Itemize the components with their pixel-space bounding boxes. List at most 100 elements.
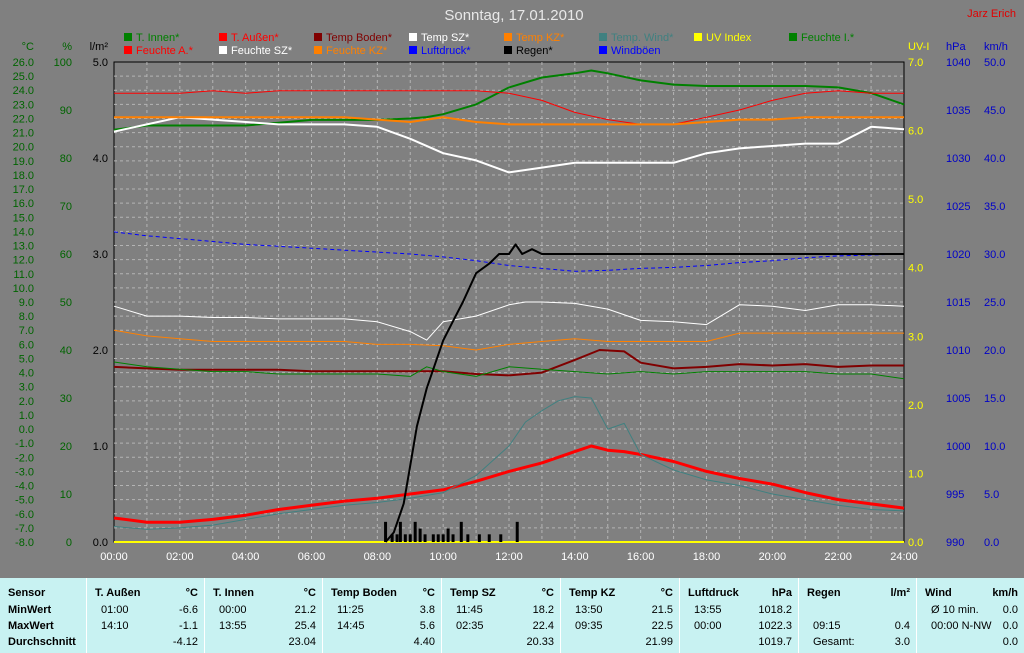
axis-tick-temp: 0.0 [19, 424, 34, 436]
axis-tick-temp: 12.0 [13, 255, 34, 267]
rain-bar [403, 534, 407, 542]
x-tick-label: 06:00 [298, 551, 326, 563]
stats-value: 21.2 [294, 604, 316, 616]
stats-value: -6.6 [179, 604, 198, 616]
rain-bar [398, 521, 402, 542]
axis-tick-pressure: 1025 [946, 201, 970, 213]
stats-column: Temp SZ °C 11:45 18.2 02:35 22.4 20.33 [442, 578, 561, 653]
rain-bar [413, 521, 417, 542]
stats-header: Wind [925, 587, 952, 599]
axis-tick-rain: 5.0 [93, 57, 108, 69]
stats-column: Sensor MinWert MaxWert Durchschnitt [0, 578, 87, 653]
rain-bar [446, 528, 450, 542]
stats-header: Temp Boden [331, 587, 397, 599]
stats-value: 3.0 [894, 636, 910, 648]
axis-tick-humidity: 100 [54, 57, 72, 69]
rain-bar [431, 534, 435, 542]
stats-column: Luftdruck hPa 13:55 1018.2 00:00 1022.3 1019.7 [680, 578, 799, 653]
stats-value: -1.1 [179, 620, 198, 632]
axis-tick-humidity: 50 [60, 297, 72, 309]
axis-tick-temp: 17.0 [13, 184, 34, 196]
stats-header: Temp KZ [569, 587, 616, 599]
stats-value: 0.0 [1002, 636, 1018, 648]
axis-tick-temp: 1.0 [19, 410, 34, 422]
axis-tick-temp: 19.0 [13, 156, 34, 168]
legend-swatch [409, 46, 417, 54]
axis-tick-temp: 8.0 [19, 311, 34, 323]
x-tick-label: 22:00 [824, 551, 852, 563]
series-line [113, 301, 905, 341]
rain-bar [451, 534, 455, 542]
rain-bar [515, 521, 519, 542]
legend-label: T. Innen* [136, 32, 180, 44]
axis-tick-temp: -2.0 [15, 452, 34, 464]
rain-bar [384, 521, 388, 542]
axis-tick-wind: 0.0 [984, 537, 999, 549]
stats-time: 02:35 [456, 620, 484, 632]
stats-column: Temp Boden °C 11:25 3.8 14:45 5.6 4.40 [323, 578, 442, 653]
axis-tick-temp: -4.0 [15, 481, 34, 493]
axis-tick-humidity: 0 [66, 537, 72, 549]
stats-column: T. Außen °C 01:00 -6.6 14:10 -1.1 -4.12 [87, 578, 205, 653]
axis-tick-temp: 26.0 [13, 57, 34, 69]
axis-tick-temp: 24.0 [13, 85, 34, 97]
legend-swatch [789, 33, 797, 41]
x-tick-label: 00:00 [100, 551, 128, 563]
rain-bar [390, 534, 394, 542]
stats-value: 1022.3 [758, 620, 792, 632]
legend-label: Temp Boden* [326, 32, 393, 44]
stats-time: 13:55 [694, 604, 722, 616]
stats-time: 09:15 [813, 620, 841, 632]
x-tick-label: 02:00 [166, 551, 194, 563]
axis-tick-temp: -8.0 [15, 537, 34, 549]
stats-unit: km/h [992, 587, 1018, 599]
stats-time: 13:50 [575, 604, 603, 616]
series-line [113, 396, 905, 530]
stats-value: 0.4 [894, 620, 910, 632]
stats-column: Temp KZ °C 13:50 21.5 09:35 22.5 21.99 [561, 578, 680, 653]
stats-value: 21.99 [645, 636, 673, 648]
stats-unit: °C [185, 587, 198, 599]
axis-tick-wind: 45.0 [984, 105, 1005, 117]
axis-tick-pressure: 1035 [946, 105, 970, 117]
legend-label: Temp KZ* [516, 32, 565, 44]
series-line [113, 349, 904, 377]
legend-swatch [409, 33, 417, 41]
stats-column: Regen l/m² 09:15 0.4 Gesamt: 3.0 [799, 578, 917, 653]
axis-tick-rain: 1.0 [93, 441, 108, 453]
x-tick-label: 24:00 [890, 551, 918, 563]
series-layer [113, 69, 905, 543]
series-line [113, 231, 905, 272]
x-tick-label: 10:00 [429, 551, 457, 563]
legend-label: Feuchte SZ* [231, 45, 293, 57]
rain-bar [487, 534, 491, 542]
legend-label: Luftdruck* [421, 45, 471, 57]
axis-tick-humidity: 10 [60, 489, 72, 501]
legend-label: Feuchte I.* [801, 32, 855, 44]
axis-tick-temp: 18.0 [13, 170, 34, 182]
axis-tick-pressure: 990 [946, 537, 964, 549]
axis-tick-humidity: 40 [60, 345, 72, 357]
stats-unit: hPa [771, 587, 792, 599]
axis-tick-pressure: 1040 [946, 57, 970, 69]
stats-unit: °C [660, 587, 673, 599]
stats-value: 0.0 [1002, 604, 1018, 616]
legend-swatch [694, 33, 702, 41]
axis-tick-temp: 22.0 [13, 113, 34, 125]
stats-time: Gesamt: [813, 636, 855, 648]
stats-value: 0.0 [1002, 620, 1018, 632]
stats-value: 25.4 [294, 620, 316, 632]
axis-tick-uv: 2.0 [908, 400, 923, 412]
legend-label: Regen* [516, 45, 553, 57]
stats-value: 23.04 [288, 636, 316, 648]
axis-tick-temp: 15.0 [13, 212, 34, 224]
series-line [113, 69, 905, 131]
axis-tick-temp: 25.0 [13, 71, 34, 83]
legend-swatch [504, 46, 512, 54]
axis-tick-wind: 30.0 [984, 249, 1005, 261]
axis-unit-pressure: hPa [946, 41, 966, 53]
axis-tick-pressure: 1015 [946, 297, 970, 309]
legend-label: Feuchte KZ* [326, 45, 388, 57]
series-line [113, 444, 905, 524]
legend-swatch [124, 46, 132, 54]
